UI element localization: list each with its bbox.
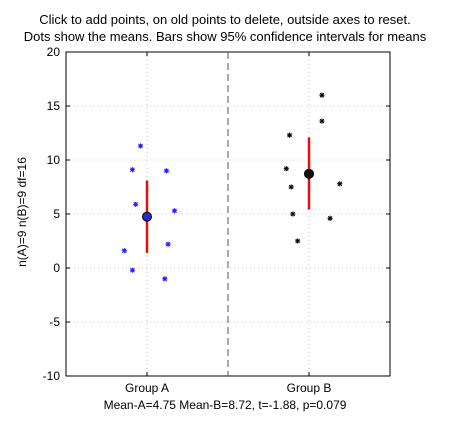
chart-title-line-2: Dots show the means. Bars show 95% confi…	[23, 29, 427, 44]
y-axis-ticks: -10 -5 0 5 10 15 20	[43, 45, 390, 383]
data-point-star[interactable]	[286, 132, 293, 138]
y-tick-label: 20	[47, 45, 61, 59]
data-point-star[interactable]	[165, 241, 171, 247]
data-point-star[interactable]	[133, 201, 139, 207]
y-tick-label: 5	[53, 207, 60, 221]
data-point-star[interactable]	[163, 168, 170, 174]
data-point-star[interactable]	[288, 184, 294, 190]
y-tick-label: 15	[47, 99, 61, 113]
data-point-star[interactable]	[283, 166, 289, 172]
data-point-star[interactable]	[327, 215, 333, 221]
stats-summary: Mean-A=4.75 Mean-B=8.72, t=-1.88, p=0.07…	[103, 398, 347, 412]
y-axis-label: n(A)=9 n(B)=9 df=16	[15, 157, 29, 267]
chart-title-line-1: Click to add points, on old points to de…	[39, 12, 411, 27]
data-point-star[interactable]	[129, 267, 136, 273]
mean-dot	[142, 211, 152, 222]
y-tick-label: -5	[49, 315, 60, 329]
data-point-star[interactable]	[319, 118, 325, 124]
x-category-label-group-b: Group B	[286, 381, 332, 395]
data-point-star[interactable]	[337, 181, 343, 187]
data-point-star[interactable]	[137, 143, 144, 149]
data-marks	[121, 92, 343, 282]
data-point-star[interactable]	[290, 211, 296, 217]
mean-dot	[304, 168, 314, 179]
x-category-label-group-a: Group A	[124, 381, 170, 395]
data-point-star[interactable]	[162, 276, 168, 282]
y-tick-label: 0	[53, 261, 60, 275]
data-point-star[interactable]	[129, 167, 136, 173]
data-point-star[interactable]	[319, 92, 325, 98]
data-point-star[interactable]	[171, 208, 178, 214]
y-tick-label: 10	[47, 153, 61, 167]
data-point-star[interactable]	[121, 248, 127, 254]
y-tick-label: -10	[43, 369, 61, 383]
data-point-star[interactable]	[295, 238, 301, 244]
